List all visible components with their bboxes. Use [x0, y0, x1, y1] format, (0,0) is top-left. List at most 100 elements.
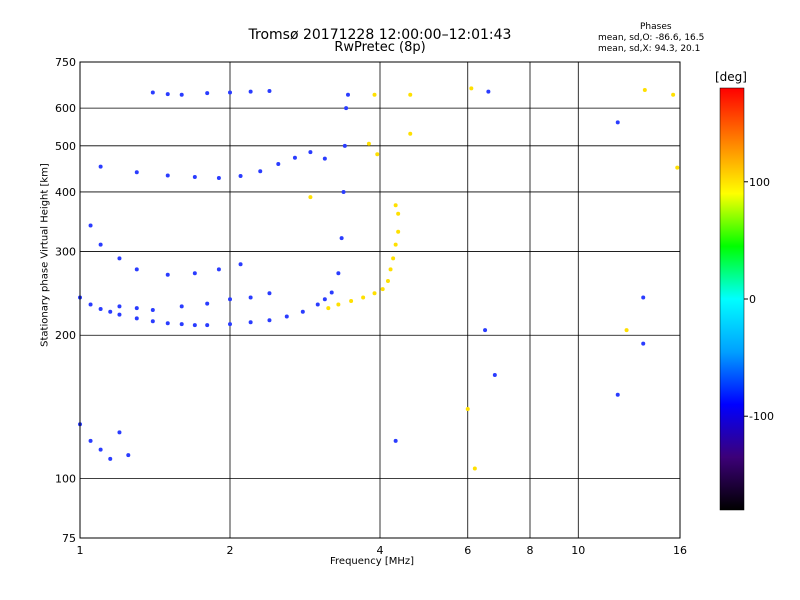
data-point	[88, 223, 93, 228]
colorbar-unit-label: [deg]	[715, 70, 747, 84]
data-point	[483, 328, 488, 333]
data-point	[308, 150, 313, 155]
data-point	[671, 92, 676, 97]
data-point	[248, 89, 253, 94]
data-point	[322, 156, 327, 161]
data-point	[486, 89, 491, 94]
x-axis-ticks: 1 2 4 6 8 10 16	[77, 544, 688, 557]
data-point	[615, 392, 620, 397]
data-point	[641, 295, 646, 300]
data-point	[641, 341, 646, 346]
x-tick-label: 2	[227, 544, 234, 557]
stat-x-mode: mean, sd,X: 94.3, 20.1	[598, 44, 701, 54]
data-point	[126, 453, 131, 458]
data-point	[372, 92, 377, 97]
y-tick-label: 750	[55, 56, 76, 69]
data-point	[300, 309, 305, 314]
data-point	[150, 307, 155, 312]
y-tick-label: 400	[55, 186, 76, 199]
data-point	[385, 279, 390, 284]
data-point	[315, 302, 320, 307]
data-point	[238, 262, 243, 267]
x-tick-label: 8	[527, 544, 534, 557]
data-point	[361, 295, 366, 300]
data-point	[88, 438, 93, 443]
data-point	[308, 195, 313, 200]
data-point	[372, 291, 377, 296]
colorbar-tick-label: -100	[749, 410, 774, 423]
data-point	[339, 236, 344, 241]
y-tick-label: 100	[55, 473, 76, 486]
data-point	[329, 290, 334, 295]
data-point	[388, 267, 393, 272]
x-tick-label: 10	[571, 544, 585, 557]
data-point	[342, 143, 347, 148]
y-axis-ticks: 75 100 200 300 400 500 600 750	[55, 56, 76, 545]
data-point	[134, 306, 139, 311]
data-point	[408, 92, 413, 97]
data-point	[469, 86, 474, 91]
data-point	[248, 295, 253, 300]
data-point	[179, 304, 184, 309]
data-point	[615, 120, 620, 125]
x-tick-label: 6	[464, 544, 471, 557]
data-point	[322, 297, 327, 302]
plot-frame	[79, 61, 681, 539]
colorbar-tick-label: 0	[749, 293, 756, 306]
chart-title: Tromsø 20171228 12:00:00–12:01:43	[248, 27, 512, 43]
data-point	[396, 211, 401, 216]
data-point	[276, 161, 281, 166]
data-point	[391, 256, 396, 261]
data-point	[472, 466, 477, 471]
y-tick-label: 200	[55, 329, 76, 342]
data-point	[258, 169, 263, 174]
data-point	[134, 267, 139, 272]
data-point	[205, 323, 210, 328]
data-point	[205, 91, 210, 96]
x-tick-label: 16	[673, 544, 687, 557]
data-point	[192, 323, 197, 328]
data-point	[134, 316, 139, 321]
phase-heading: Phases	[640, 22, 672, 32]
stat-o-mode: mean, sd,O: -86.6, 16.5	[598, 33, 705, 43]
data-point	[349, 299, 354, 304]
data-point	[336, 302, 341, 307]
data-point	[108, 309, 113, 314]
data-point	[228, 90, 232, 95]
data-point	[228, 297, 232, 302]
data-point	[108, 456, 113, 461]
data-point	[216, 267, 221, 272]
y-tick-label: 500	[55, 140, 76, 153]
data-point	[248, 320, 253, 325]
data-point	[341, 189, 346, 194]
y-tick-label: 300	[55, 245, 76, 258]
data-point	[326, 306, 331, 311]
data-point	[375, 152, 380, 157]
data-point	[292, 155, 297, 160]
data-point	[192, 174, 197, 179]
data-point	[98, 307, 103, 312]
data-point	[98, 242, 103, 247]
data-point	[642, 87, 647, 92]
grid-lines	[79, 61, 681, 539]
data-point	[393, 203, 398, 208]
data-point	[179, 322, 184, 327]
data-points	[78, 86, 680, 471]
x-tick-label: 4	[377, 544, 384, 557]
data-point	[675, 165, 680, 170]
data-point	[228, 322, 232, 327]
data-point	[117, 256, 122, 261]
data-point	[98, 164, 103, 169]
data-point	[98, 447, 103, 452]
data-point	[179, 92, 184, 97]
x-axis-label: Frequency [MHz]	[330, 556, 415, 567]
y-tick-label: 600	[55, 102, 76, 115]
colorbar-ticks: 100 0 -100	[744, 176, 774, 423]
data-point	[88, 302, 93, 307]
data-point	[380, 287, 385, 292]
data-point	[267, 88, 272, 93]
data-point	[216, 175, 221, 180]
data-point	[396, 229, 401, 234]
data-point	[267, 291, 272, 296]
